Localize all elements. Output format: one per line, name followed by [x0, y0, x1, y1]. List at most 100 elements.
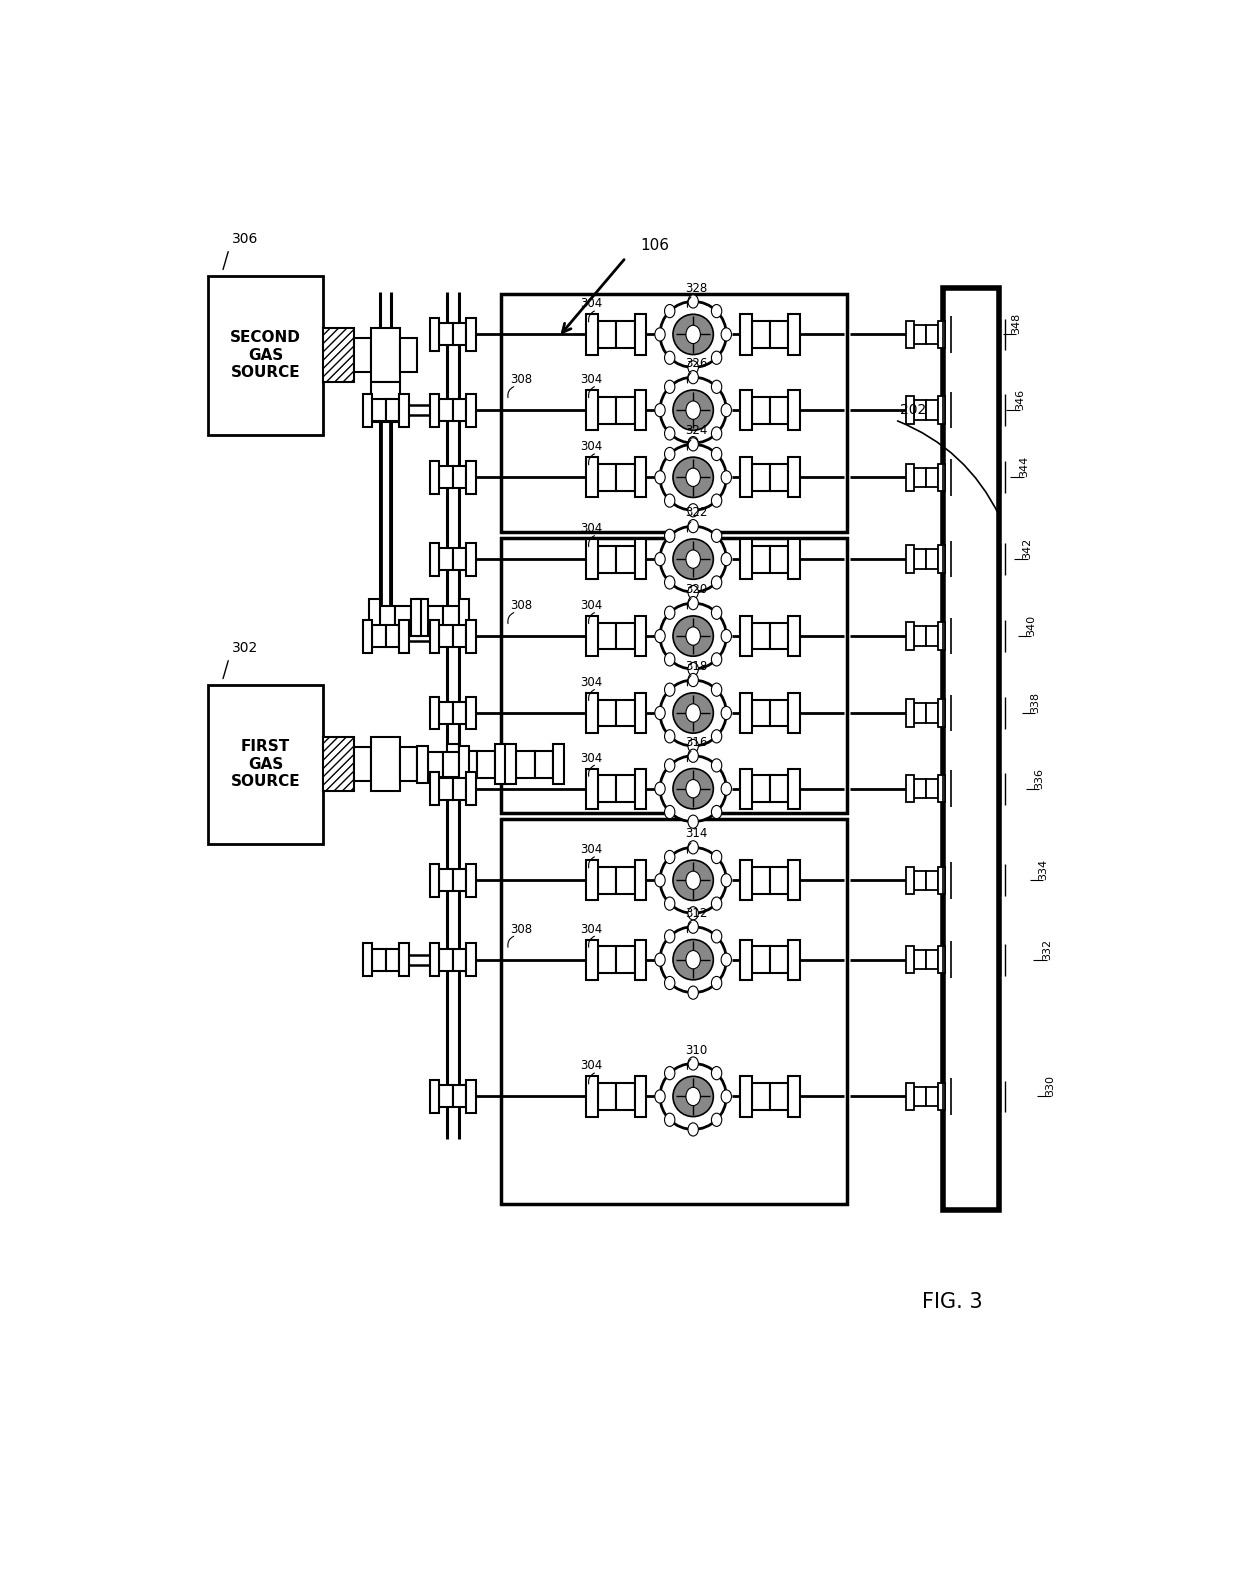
- Bar: [362, 944, 372, 975]
- Bar: [751, 463, 770, 490]
- Text: 340: 340: [1027, 615, 1037, 636]
- Bar: [914, 325, 926, 344]
- Circle shape: [712, 493, 722, 508]
- Bar: [770, 699, 789, 726]
- Bar: [937, 945, 945, 974]
- Circle shape: [655, 630, 665, 642]
- Circle shape: [712, 530, 722, 542]
- Bar: [616, 623, 635, 650]
- Circle shape: [686, 325, 701, 344]
- Ellipse shape: [673, 615, 713, 657]
- Text: 304: 304: [580, 441, 601, 454]
- Bar: [789, 1077, 800, 1117]
- Bar: [926, 871, 937, 890]
- Bar: [444, 752, 459, 777]
- Circle shape: [665, 977, 675, 990]
- Bar: [770, 1083, 789, 1110]
- Bar: [740, 314, 751, 355]
- Bar: [453, 869, 466, 891]
- Bar: [616, 396, 635, 423]
- Bar: [914, 871, 926, 890]
- Bar: [616, 868, 635, 895]
- Bar: [598, 396, 616, 423]
- Bar: [906, 945, 914, 974]
- Circle shape: [665, 758, 675, 772]
- Circle shape: [722, 782, 732, 795]
- Ellipse shape: [673, 769, 713, 809]
- Circle shape: [686, 401, 701, 419]
- Text: 312: 312: [686, 907, 708, 920]
- Circle shape: [688, 663, 698, 676]
- Bar: [466, 772, 476, 806]
- Bar: [208, 685, 324, 844]
- Bar: [372, 948, 386, 971]
- Bar: [430, 317, 439, 351]
- Bar: [453, 703, 466, 723]
- Circle shape: [688, 749, 698, 763]
- Bar: [616, 699, 635, 726]
- Bar: [399, 944, 409, 975]
- Circle shape: [665, 576, 675, 588]
- Bar: [937, 776, 945, 803]
- Circle shape: [655, 1090, 665, 1102]
- Bar: [439, 703, 453, 723]
- Bar: [751, 320, 770, 347]
- Bar: [635, 769, 646, 809]
- Text: 338: 338: [1030, 691, 1040, 714]
- Bar: [770, 776, 789, 803]
- Bar: [616, 546, 635, 573]
- Bar: [914, 468, 926, 487]
- Circle shape: [688, 920, 698, 933]
- Circle shape: [712, 576, 722, 588]
- Bar: [453, 777, 466, 799]
- Bar: [751, 776, 770, 803]
- Bar: [410, 600, 422, 636]
- Circle shape: [688, 815, 698, 828]
- Bar: [906, 866, 914, 895]
- Text: 348: 348: [1011, 312, 1021, 335]
- Circle shape: [655, 403, 665, 417]
- Bar: [459, 750, 477, 777]
- Bar: [466, 864, 476, 896]
- Bar: [616, 463, 635, 490]
- Bar: [598, 776, 616, 803]
- Bar: [587, 390, 598, 430]
- Bar: [401, 747, 418, 782]
- Bar: [598, 947, 616, 974]
- Bar: [926, 626, 937, 646]
- Bar: [396, 606, 410, 630]
- Bar: [906, 776, 914, 803]
- Bar: [740, 693, 751, 733]
- Bar: [466, 1080, 476, 1113]
- Bar: [453, 948, 466, 971]
- Bar: [587, 1077, 598, 1117]
- Bar: [372, 400, 386, 422]
- Bar: [937, 463, 945, 492]
- Circle shape: [712, 730, 722, 742]
- Ellipse shape: [673, 1077, 713, 1117]
- Bar: [587, 457, 598, 498]
- Circle shape: [712, 381, 722, 393]
- Circle shape: [665, 427, 675, 439]
- Bar: [372, 625, 386, 647]
- Bar: [428, 752, 444, 777]
- Bar: [371, 328, 401, 382]
- Circle shape: [688, 596, 698, 609]
- Text: 322: 322: [686, 506, 708, 519]
- Circle shape: [655, 782, 665, 795]
- Bar: [937, 1083, 945, 1110]
- Bar: [914, 950, 926, 969]
- Text: 330: 330: [1045, 1075, 1055, 1096]
- Bar: [439, 777, 453, 799]
- Bar: [770, 320, 789, 347]
- Bar: [740, 769, 751, 809]
- Circle shape: [722, 1090, 732, 1102]
- Ellipse shape: [660, 377, 727, 442]
- Bar: [324, 328, 353, 382]
- Bar: [740, 1077, 751, 1117]
- Bar: [740, 539, 751, 579]
- Circle shape: [712, 806, 722, 818]
- Bar: [906, 1083, 914, 1110]
- Bar: [751, 623, 770, 650]
- Circle shape: [665, 530, 675, 542]
